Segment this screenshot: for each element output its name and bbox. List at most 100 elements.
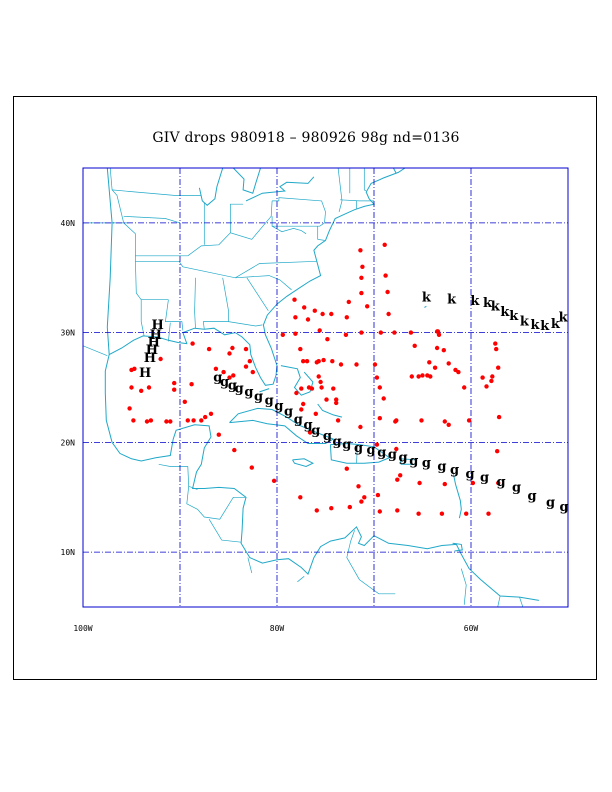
drop-point — [250, 369, 255, 375]
drop-point — [247, 359, 252, 364]
border-line — [337, 168, 343, 212]
drop-point — [203, 414, 208, 420]
track-symbol: g — [528, 489, 537, 504]
drop-point — [301, 401, 306, 407]
coastline — [329, 442, 391, 464]
drop-point — [374, 375, 380, 380]
track-symbol: g — [512, 480, 521, 495]
lat-tick-label: 40N — [61, 219, 76, 228]
track-symbol: g — [294, 412, 303, 427]
border-line — [346, 530, 396, 595]
track-symbol: g — [422, 456, 431, 471]
border-line — [497, 595, 501, 607]
drop-point — [338, 362, 344, 367]
drop-point — [227, 375, 232, 380]
drop-point — [334, 397, 339, 402]
drop-point — [409, 374, 414, 379]
drop-point — [139, 388, 144, 393]
drop-point — [317, 328, 322, 333]
drop-point — [456, 369, 461, 375]
track-symbol: g — [409, 454, 418, 469]
drop-point — [189, 382, 194, 387]
border-line — [186, 486, 246, 520]
coastline — [232, 168, 261, 194]
drop-point — [313, 411, 318, 416]
border-line — [123, 215, 181, 224]
border-line — [202, 277, 229, 330]
drop-point — [495, 449, 500, 454]
track-symbol: k — [470, 294, 480, 309]
border-line — [519, 596, 524, 607]
drop-point — [439, 511, 445, 516]
track-symbol: g — [399, 451, 408, 466]
drop-point — [496, 365, 501, 370]
track-symbol: H — [139, 366, 151, 381]
border-line — [109, 168, 145, 336]
track-symbol: k — [540, 319, 550, 334]
coastline — [280, 365, 314, 396]
coastlines — [104, 168, 539, 601]
drop-point — [231, 373, 236, 378]
drop-point — [131, 418, 136, 423]
drop-point — [494, 346, 499, 352]
drop-point — [164, 419, 169, 424]
coastline — [424, 305, 427, 308]
track-symbol: g — [367, 443, 376, 458]
drop-point — [398, 473, 403, 478]
drop-point — [490, 374, 495, 379]
drop-point — [213, 366, 219, 371]
track-symbol: g — [254, 389, 263, 404]
drop-point — [321, 357, 326, 363]
drop-point — [358, 424, 363, 430]
drop-point — [436, 332, 442, 337]
drop-point — [395, 508, 400, 513]
drop-point — [232, 447, 237, 453]
track-symbol: g — [465, 467, 474, 482]
drop-point — [293, 331, 298, 336]
border-line — [230, 203, 244, 233]
drop-point — [360, 264, 365, 269]
drop-point — [359, 290, 364, 296]
drop-point — [470, 480, 476, 486]
coastline — [104, 168, 539, 601]
drop-point — [249, 465, 254, 470]
coastline — [292, 458, 315, 468]
drop-point — [330, 359, 335, 364]
track-symbol: H — [148, 336, 160, 351]
drop-point — [346, 299, 351, 305]
track-symbol: g — [560, 500, 569, 515]
track-symbol: k — [559, 310, 569, 325]
drop-point — [394, 418, 399, 423]
track-symbol: g — [265, 394, 274, 409]
map-title: GIV drops 980918 – 980926 98g nd=0136 — [152, 130, 460, 146]
drop-point — [462, 385, 467, 390]
border-line — [247, 557, 253, 574]
coastline — [317, 403, 343, 418]
drop-point — [432, 365, 438, 370]
drop-point — [299, 386, 304, 391]
drop-point — [417, 480, 422, 486]
border-line — [271, 225, 307, 235]
coastline — [229, 407, 335, 444]
drop-point — [359, 275, 364, 280]
track-symbol: g — [342, 438, 351, 453]
drop-point — [299, 407, 304, 412]
drop-point — [319, 385, 324, 390]
drop-point — [280, 332, 285, 337]
drop-point — [442, 419, 447, 424]
drop-point — [172, 387, 177, 392]
drop-point — [383, 273, 388, 278]
drop-point — [221, 369, 226, 375]
border-line — [194, 277, 196, 329]
drop-point — [331, 386, 336, 391]
border-line — [356, 444, 358, 464]
border-line — [297, 576, 305, 583]
border-line — [363, 168, 367, 192]
coastline — [399, 458, 418, 465]
drop-point — [129, 385, 134, 390]
border-line — [187, 200, 273, 257]
drop-point — [302, 305, 307, 310]
drop-point — [416, 511, 421, 516]
axis-tick-labels: 40N 30N 20N 10N 100W 80W 60W — [61, 219, 479, 633]
track-symbol: g — [377, 445, 386, 460]
